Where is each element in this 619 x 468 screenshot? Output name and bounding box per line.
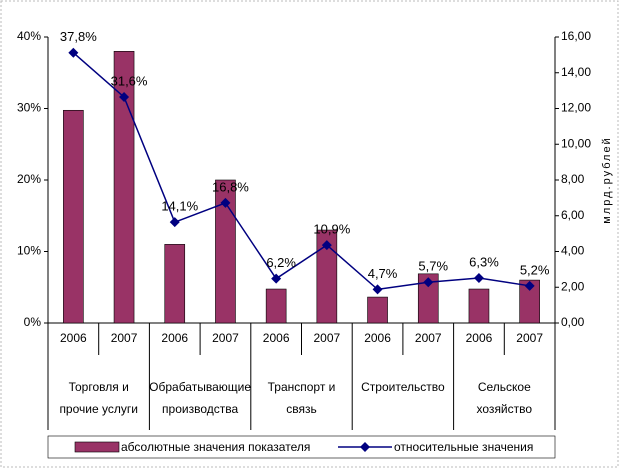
y2-tick-label: 8,00 bbox=[561, 172, 585, 186]
group-label: прочие услуги bbox=[59, 402, 138, 416]
data-label: 14,1% bbox=[161, 199, 198, 214]
legend-label: абсолютные значения показателя bbox=[121, 440, 310, 454]
marker bbox=[169, 217, 180, 228]
bar bbox=[215, 179, 236, 324]
x-tick-label: 2007 bbox=[111, 331, 138, 345]
data-label: 37,8% bbox=[60, 29, 97, 44]
bar bbox=[367, 296, 388, 324]
x-tick-label: 2006 bbox=[466, 331, 493, 345]
data-label: 5,7% bbox=[418, 259, 448, 274]
bar bbox=[113, 50, 135, 324]
group-label: Строительство bbox=[361, 380, 445, 394]
group-label: производства bbox=[162, 402, 238, 416]
y2-tick-label: 4,00 bbox=[561, 244, 585, 258]
x-tick-label: 2007 bbox=[313, 331, 340, 345]
data-label: 6,2% bbox=[266, 255, 296, 270]
y2-tick-label: 14,00 bbox=[561, 65, 591, 79]
x-tick-label: 2006 bbox=[364, 331, 391, 345]
y2-tick-label: 12,00 bbox=[561, 101, 591, 115]
marker bbox=[321, 240, 332, 251]
bar bbox=[63, 109, 84, 324]
data-label: 16,8% bbox=[212, 179, 249, 194]
bar bbox=[265, 288, 287, 324]
marker bbox=[524, 280, 535, 291]
data-label: 5,2% bbox=[520, 262, 550, 277]
x-tick-label: 2006 bbox=[263, 331, 290, 345]
data-label: 31,6% bbox=[111, 73, 148, 88]
bar bbox=[519, 279, 540, 324]
data-label: 6,3% bbox=[469, 254, 499, 269]
y2-tick-label: 10,00 bbox=[561, 136, 591, 150]
y2-tick-label: 6,00 bbox=[561, 208, 585, 222]
legend-swatch bbox=[74, 441, 120, 453]
marker bbox=[423, 277, 434, 288]
marker bbox=[473, 272, 484, 283]
bar bbox=[316, 229, 338, 324]
group-label: Сельское bbox=[478, 380, 531, 394]
bar bbox=[468, 288, 490, 324]
group-label: Торговля и bbox=[69, 380, 129, 394]
marker bbox=[220, 197, 231, 208]
marker bbox=[119, 92, 130, 103]
group-label: Обрабатывающие bbox=[149, 380, 251, 394]
x-tick-label: 2006 bbox=[161, 331, 188, 345]
data-label: 4,7% bbox=[368, 266, 398, 281]
group-label: Транспорт и bbox=[268, 380, 336, 394]
group-label: хозяйство bbox=[477, 402, 533, 416]
bar bbox=[164, 244, 186, 324]
bar bbox=[417, 273, 439, 324]
y2-tick-label: 16,00 bbox=[561, 29, 591, 43]
marker bbox=[372, 284, 383, 295]
marker bbox=[68, 47, 79, 58]
data-label: 10,9% bbox=[313, 222, 350, 237]
y-tick-label: 10% bbox=[17, 244, 41, 258]
marker bbox=[271, 273, 282, 284]
x-tick-label: 2007 bbox=[516, 331, 543, 345]
x-tick-label: 2007 bbox=[415, 331, 442, 345]
y-tick-label: 20% bbox=[17, 172, 41, 186]
y-tick-label: 30% bbox=[17, 101, 41, 115]
y2-axis-label: млрд.рублей bbox=[601, 136, 613, 223]
line bbox=[72, 52, 530, 291]
legend-label: относительные значения bbox=[394, 440, 533, 454]
y2-tick-label: 2,00 bbox=[561, 279, 585, 293]
legend-frame bbox=[47, 435, 556, 459]
x-tick-label: 2006 bbox=[60, 331, 87, 345]
group-label: связь bbox=[286, 402, 317, 416]
x-tick-label: 2007 bbox=[212, 331, 239, 345]
y-tick-label: 0% bbox=[24, 315, 42, 329]
y-tick-label: 40% bbox=[17, 29, 41, 43]
y2-tick-label: 0,00 bbox=[561, 315, 585, 329]
legend-marker bbox=[360, 442, 370, 452]
